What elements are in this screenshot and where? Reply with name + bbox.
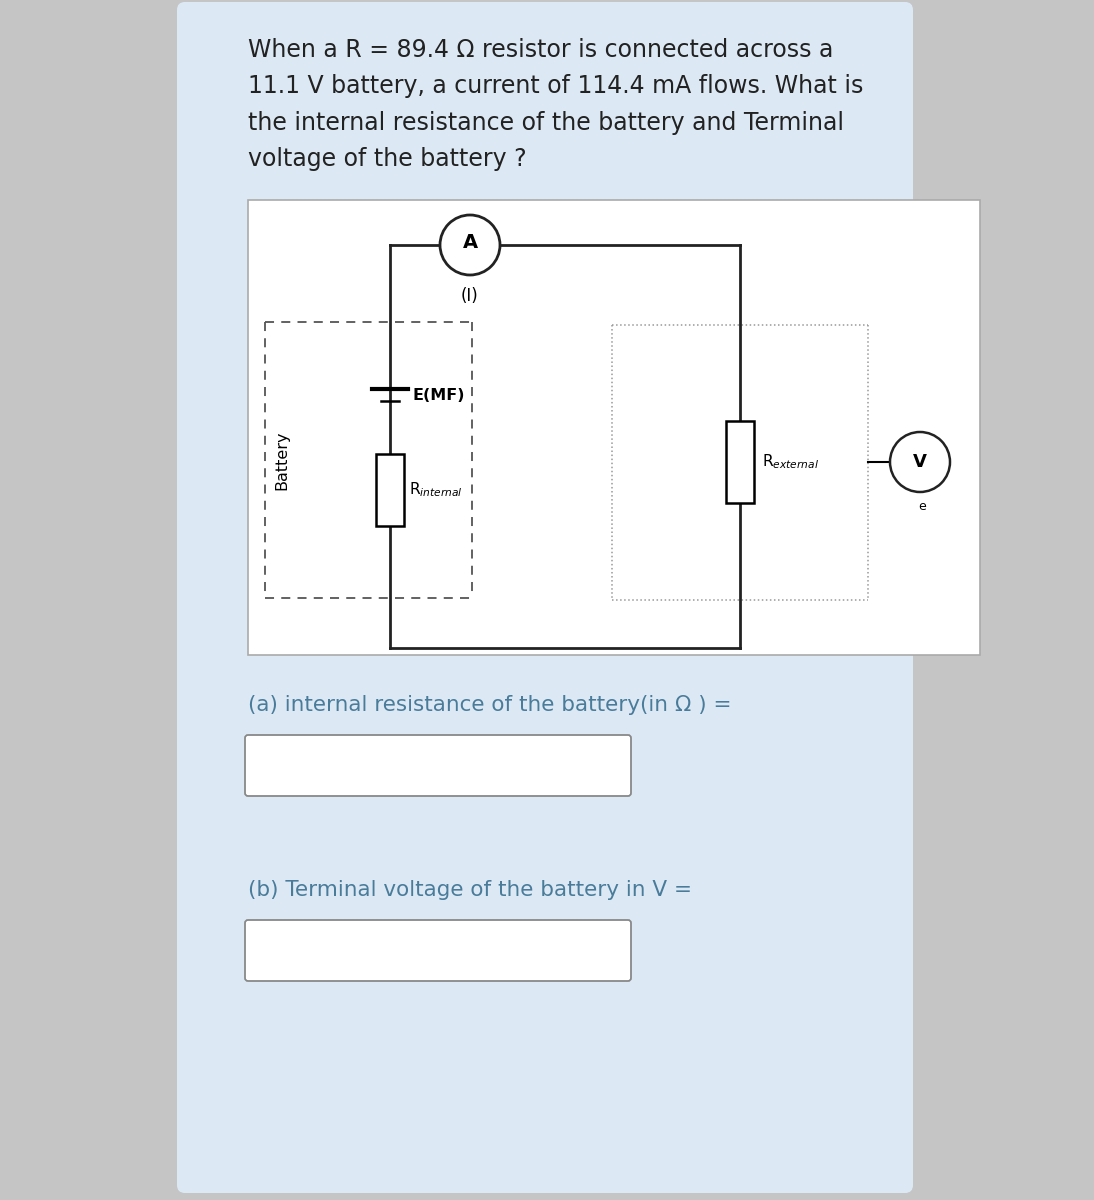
FancyBboxPatch shape — [248, 200, 980, 655]
Text: Battery: Battery — [275, 431, 290, 490]
Text: A: A — [463, 234, 478, 252]
Text: R$_{internal}$: R$_{internal}$ — [409, 481, 463, 499]
Circle shape — [440, 215, 500, 275]
Text: When a R = 89.4 Ω resistor is connected across a
11.1 V battery, a current of 11: When a R = 89.4 Ω resistor is connected … — [248, 38, 863, 172]
Text: (I): (I) — [462, 287, 479, 305]
Text: (a) internal resistance of the battery(in Ω ) =: (a) internal resistance of the battery(i… — [248, 695, 732, 715]
Circle shape — [891, 432, 950, 492]
Text: e: e — [918, 500, 926, 514]
FancyBboxPatch shape — [726, 421, 754, 503]
Text: R$_{external}$: R$_{external}$ — [763, 452, 819, 472]
Text: (b) Terminal voltage of the battery in V =: (b) Terminal voltage of the battery in V… — [248, 880, 693, 900]
Text: V: V — [913, 452, 927, 470]
FancyBboxPatch shape — [376, 454, 404, 526]
FancyBboxPatch shape — [245, 920, 631, 982]
Text: E(MF): E(MF) — [412, 388, 465, 402]
FancyBboxPatch shape — [245, 734, 631, 796]
FancyBboxPatch shape — [177, 2, 913, 1193]
